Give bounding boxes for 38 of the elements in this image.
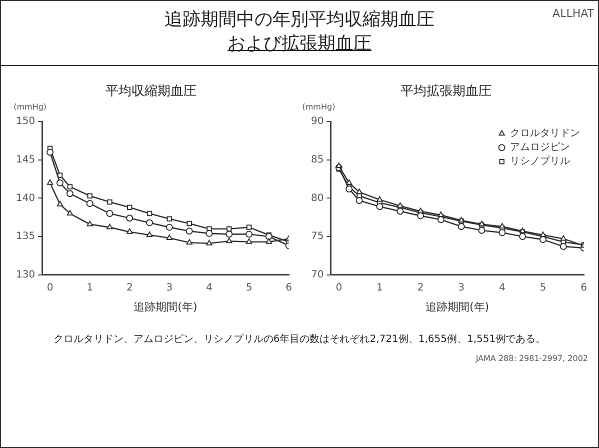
y-tick-label: 135 [16,231,36,242]
text: 追跡期間中の年別平均収縮期血圧 [164,9,434,30]
x-tick-label: 1 [376,282,383,294]
y-tick-label: 70 [310,269,324,280]
y-tick-label: 90 [310,116,324,128]
chart-title: 平均収縮期血圧 [106,84,196,100]
text: JAMA 288: 2981-2997, 2002 [474,354,588,363]
chart-title: 平均拡張期血圧 [400,84,492,100]
y-axis-title: (mmHg) [302,102,336,112]
x-tick-label: 5 [246,282,252,294]
legend-label: リシノプリル [510,155,570,168]
y-tick-label: 130 [16,269,36,280]
x-tick-label: 4 [206,282,212,294]
text: および拡張期血圧 [226,32,372,55]
x-tick-label: 0 [336,282,342,294]
x-axis-title: 追跡期間(年) [425,300,490,314]
text: クロルタリドン、アムロジピン、リシノプリルの6年目の数はそれぞれ2,721例、1,655例、1,551例である。 [52,332,547,346]
legend-label: アムロジピン [510,142,570,154]
x-tick-label: 3 [458,282,465,294]
x-tick-label: 2 [126,282,133,294]
y-tick-label: 80 [310,192,324,204]
legend-label: クロルタリドン [510,128,580,140]
x-tick-label: 6 [286,282,292,294]
y-tick-label: 145 [16,154,36,166]
x-tick-label: 0 [46,282,54,294]
x-tick-label: 1 [86,282,94,294]
x-tick-label: 5 [540,282,546,294]
y-tick-label: 75 [310,231,324,242]
x-tick-label: 6 [580,282,588,294]
y-tick-label: 140 [16,192,36,204]
x-axis-title: 追跡期間(年) [134,300,198,314]
text: ALLHAT [552,7,594,20]
y-tick-label: 85 [310,154,324,166]
x-tick-label: 3 [166,282,173,294]
x-tick-label: 2 [417,282,424,294]
x-tick-label: 4 [498,282,506,294]
y-tick-label: 150 [16,116,36,128]
y-axis-title: (mmHg) [14,102,47,112]
